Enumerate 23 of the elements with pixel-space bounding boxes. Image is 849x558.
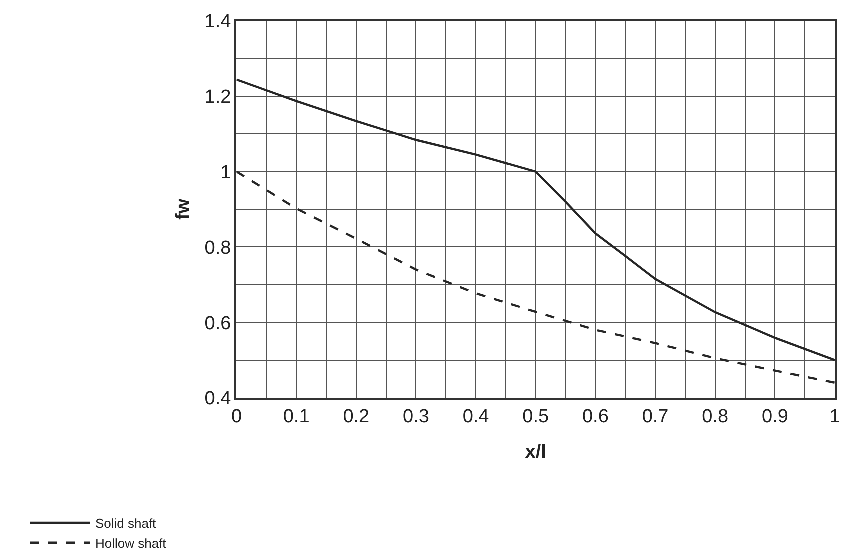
y-tick-label: 1.4 — [204, 12, 232, 33]
x-tick-label: 0.1 — [283, 406, 310, 428]
line-series — [236, 78, 835, 362]
x-tick-label: 0.9 — [762, 406, 788, 428]
x-tick-label: 0.4 — [462, 406, 490, 428]
y-tick-label: 1.2 — [204, 87, 232, 108]
x-tick-label: 0.3 — [403, 406, 430, 428]
legend-label: Hollow shaft — [95, 536, 167, 551]
y-tick-label: 1 — [220, 162, 232, 184]
x-tick-label: 0.8 — [702, 406, 729, 428]
x-tick-label: 0.2 — [343, 406, 370, 428]
y-tick-label: 0.4 — [204, 388, 232, 410]
x-axis-title: x/l — [525, 442, 546, 463]
x-tick-label: 1 — [830, 406, 840, 428]
x-tick-label: 0 — [231, 406, 242, 428]
y-tick-label: 0.8 — [204, 238, 232, 259]
x-tick-label: 0.5 — [522, 406, 550, 428]
y-tick-label: 0.6 — [204, 313, 232, 334]
y-axis-title: fw — [173, 198, 194, 220]
x-tick-label: 0.6 — [582, 406, 609, 428]
line-series — [236, 170, 835, 384]
legend-label: Solid shaft — [95, 516, 157, 532]
x-tick-label: 0.7 — [642, 406, 669, 428]
